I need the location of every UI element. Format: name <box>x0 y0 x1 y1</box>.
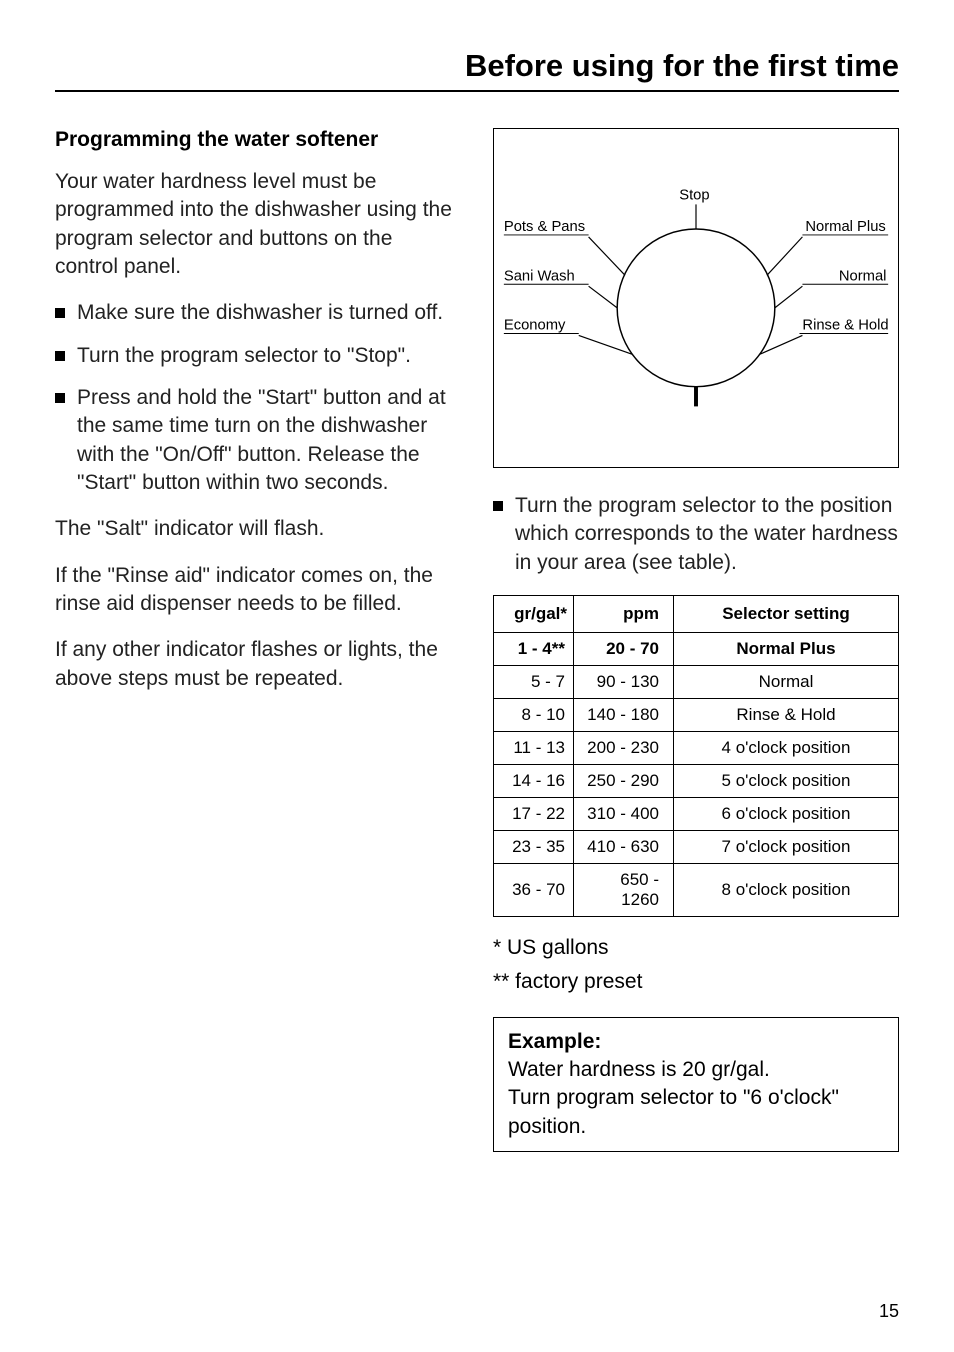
table-cell: 90 - 130 <box>574 666 674 699</box>
footnote: ** factory preset <box>493 965 899 999</box>
table-cell: 7 o'clock position <box>674 831 899 864</box>
table-row: 14 - 16250 - 2905 o'clock position <box>494 765 899 798</box>
dial-label-normal: Normal <box>839 268 887 284</box>
square-bullet-icon <box>493 501 503 511</box>
dial-label-normal-plus: Normal Plus <box>805 219 885 235</box>
bullet-text: Turn the program selector to "Stop". <box>77 342 411 370</box>
hardness-table: gr/gal* ppm Selector setting 1 - 4**20 -… <box>493 595 899 917</box>
square-bullet-icon <box>55 393 65 403</box>
table-cell: 14 - 16 <box>494 765 574 798</box>
bullet-item: Turn the program selector to "Stop". <box>55 342 461 370</box>
table-cell: 410 - 630 <box>574 831 674 864</box>
dial-label-stop: Stop <box>679 187 709 203</box>
footnote: * US gallons <box>493 931 899 965</box>
square-bullet-icon <box>55 351 65 361</box>
page-title: Before using for the first time <box>55 48 899 92</box>
intro-paragraph: Your water hardness level must be progra… <box>55 168 461 281</box>
bullet-list: Turn the program selector to the positio… <box>493 492 899 577</box>
table-cell: 36 - 70 <box>494 864 574 917</box>
table-cell: Normal Plus <box>674 633 899 666</box>
table-cell: 310 - 400 <box>574 798 674 831</box>
square-bullet-icon <box>55 308 65 318</box>
dial-label-sani-wash: Sani Wash <box>504 268 575 284</box>
bullet-item: Turn the program selector to the positio… <box>493 492 899 577</box>
example-line: Water hardness is 20 gr/gal. <box>508 1058 770 1081</box>
bullet-text: Press and hold the "Start" button and at… <box>77 384 461 497</box>
example-line: Turn program selector to "6 o'clock" pos… <box>508 1086 839 1137</box>
table-cell: 1 - 4** <box>494 633 574 666</box>
table-cell: 4 o'clock position <box>674 732 899 765</box>
table-cell: Rinse & Hold <box>674 699 899 732</box>
table-cell: 8 o'clock position <box>674 864 899 917</box>
table-cell: 650 - 1260 <box>574 864 674 917</box>
table-cell: 20 - 70 <box>574 633 674 666</box>
table-cell: 6 o'clock position <box>674 798 899 831</box>
table-cell: Normal <box>674 666 899 699</box>
left-column: Programming the water softener Your wate… <box>55 128 461 1152</box>
after-paragraph: If any other indicator flashes or lights… <box>55 636 461 693</box>
after-paragraph: The "Salt" indicator will flash. <box>55 515 461 543</box>
page-number: 15 <box>879 1301 899 1322</box>
table-cell: 250 - 290 <box>574 765 674 798</box>
table-row: 23 - 35410 - 6307 o'clock position <box>494 831 899 864</box>
bullet-text: Make sure the dishwasher is turned off. <box>77 299 443 327</box>
table-header: gr/gal* <box>494 596 574 633</box>
table-cell: 5 - 7 <box>494 666 574 699</box>
dial-label-economy: Economy <box>504 318 566 334</box>
example-heading: Example: <box>508 1030 601 1053</box>
table-row: 1 - 4**20 - 70Normal Plus <box>494 633 899 666</box>
after-paragraph: If the "Rinse aid" indicator comes on, t… <box>55 562 461 619</box>
subheading: Programming the water softener <box>55 128 461 152</box>
bullet-list: Make sure the dishwasher is turned off. … <box>55 299 461 497</box>
content-columns: Programming the water softener Your wate… <box>55 128 899 1152</box>
table-header: ppm <box>574 596 674 633</box>
table-cell: 200 - 230 <box>574 732 674 765</box>
dial-label-rinse-hold: Rinse & Hold <box>802 318 888 334</box>
table-cell: 8 - 10 <box>494 699 574 732</box>
table-row: 8 - 10140 - 180Rinse & Hold <box>494 699 899 732</box>
bullet-item: Make sure the dishwasher is turned off. <box>55 299 461 327</box>
bullet-text: Turn the program selector to the positio… <box>515 492 899 577</box>
example-box: Example: Water hardness is 20 gr/gal. Tu… <box>493 1017 899 1152</box>
footnotes: * US gallons ** factory preset <box>493 931 899 998</box>
right-column: Pots & Pans Sani Wash Economy Stop Norma… <box>493 128 899 1152</box>
selector-dial-diagram: Pots & Pans Sani Wash Economy Stop Norma… <box>493 128 899 468</box>
table-cell: 140 - 180 <box>574 699 674 732</box>
table-header: Selector setting <box>674 596 899 633</box>
table-row: 11 - 13200 - 2304 o'clock position <box>494 732 899 765</box>
table-row: 5 - 790 - 130Normal <box>494 666 899 699</box>
table-cell: 23 - 35 <box>494 831 574 864</box>
table-cell: 17 - 22 <box>494 798 574 831</box>
dial-label-pots-pans: Pots & Pans <box>504 219 585 235</box>
table-row: 36 - 70650 - 12608 o'clock position <box>494 864 899 917</box>
bullet-item: Press and hold the "Start" button and at… <box>55 384 461 497</box>
table-cell: 5 o'clock position <box>674 765 899 798</box>
table-row: 17 - 22310 - 4006 o'clock position <box>494 798 899 831</box>
table-cell: 11 - 13 <box>494 732 574 765</box>
